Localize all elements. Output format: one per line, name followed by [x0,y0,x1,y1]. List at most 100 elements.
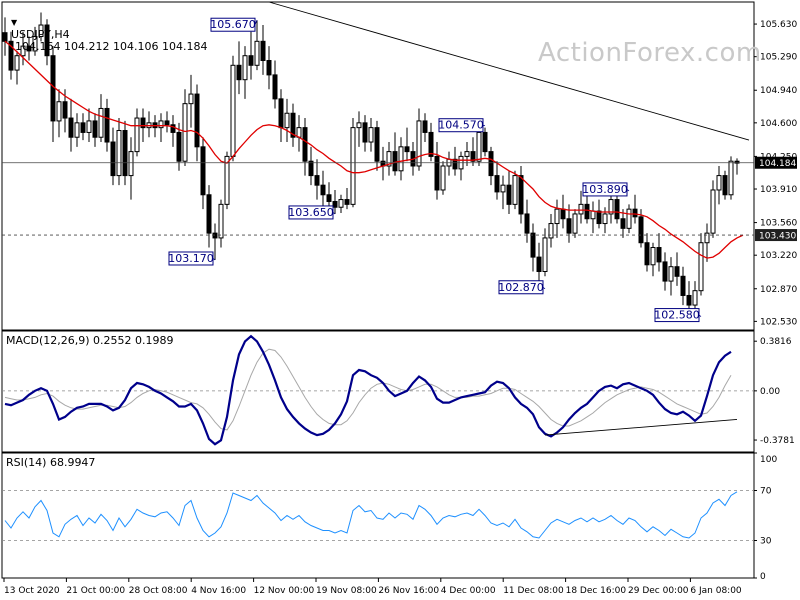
candle-body [290,112,296,138]
candle-body [638,216,644,244]
candle-body [602,213,608,225]
candle-body [62,101,68,119]
candle-body [224,155,230,205]
candle-body [230,64,236,157]
callout-label: 103.890 [582,183,628,196]
macd-y-tick-label: 0.3816 [760,337,792,347]
symbol-header: ▼ USDJPY,H4 104.164 104.212 104.106 104.… [4,4,207,53]
candle-body [464,151,470,157]
candle-body [560,208,566,220]
candle-body [374,127,380,162]
price-callout: 102.870 [498,280,546,295]
candle-body [518,175,524,215]
candle-body [188,93,194,105]
macd-signal-line [4,348,732,431]
x-tick-label: 21 Oct 00:00 [66,586,125,596]
rsi-frame [1,452,755,579]
candle-body [530,232,536,258]
candle-body [668,266,674,282]
candle-body [626,208,632,229]
price-overlays: 105.670 103.170 103.650 104.570 102.870 103.8… [2,1,754,323]
candle-body [254,40,260,66]
callout-box [288,205,334,220]
candle-body [86,120,92,133]
price-y-tick-label: 103.560 [760,219,797,229]
price-frame [1,1,755,331]
symbol-label: USDJPY,H4 [11,28,70,41]
callout-box [210,17,256,32]
x-tick-label: 11 Dec 08:00 [503,586,564,596]
level-tag-box [755,229,797,242]
macd-trendline [544,419,738,436]
ohlc-values: 104.164 104.212 104.106 104.184 [15,40,208,53]
candle-body [686,294,692,306]
candle-body [392,151,398,172]
candle-body [680,275,686,296]
x-tick-label: 4 Nov 16:00 [191,586,246,596]
candle-body [416,120,422,167]
axes: 105.630105.290104.940104.600104.250103.9… [3,20,797,596]
candle-body [26,45,32,52]
candle-body [428,131,434,157]
candle-body [368,127,374,143]
panel-frames [1,1,755,579]
x-tick-label: 19 Nov 08:00 [316,586,377,596]
candle-body [494,175,500,193]
macd-label: MACD(12,26,9) 0.2552 0.1989 [6,334,174,347]
candle-body [170,124,176,133]
macd-y-tick-label: -0.3781 [760,436,795,446]
candle-body [74,122,80,138]
rsi-y-tick-label: 70 [760,487,772,497]
price-callout: 104.570 [438,118,486,133]
price-y-tick-label: 103.220 [760,251,797,261]
candle-body [332,200,338,208]
candle-body [710,189,716,234]
callout-box [438,118,484,133]
candle-body [356,122,362,129]
rsi-y-tick-label: 30 [760,537,772,547]
candle-body [662,261,668,282]
candle-body [542,237,548,272]
candle-body [20,45,26,57]
candle-body [716,175,722,191]
candle-body [314,175,320,186]
level-tag-box [755,156,797,169]
candle-body [44,24,50,57]
candle-body [302,127,308,162]
candle-body [362,122,368,143]
candle-body [80,122,86,133]
callout-label: 104.570 [438,119,484,132]
price-y-tick-label: 102.530 [760,317,797,327]
candle-body [68,117,74,138]
candle-body [398,146,404,172]
watermark: ActionForex.com [538,38,762,68]
candle-body [632,208,638,218]
candle-body [482,131,488,153]
candle-body [536,256,542,272]
x-tick-label: 13 Oct 2020 [4,586,60,596]
candle-body [278,98,284,129]
level-tag: 104.184 [755,156,797,169]
rsi-y-tick-label: 100 [760,455,777,465]
candle-body [476,131,482,162]
candle-body [506,184,512,205]
moving-average-series [4,40,744,259]
price-y-tick-label: 104.940 [760,86,797,96]
callout-label: 105.670 [210,18,256,31]
candle-body [164,120,170,126]
collapse-triangle-icon[interactable]: ▼ [11,18,18,27]
candle-body [590,210,596,220]
candle-body [596,210,602,225]
candle-body [644,242,650,266]
x-tick-label: 12 Nov 00:00 [254,586,315,596]
candle-body [524,213,530,234]
candle-body [704,232,710,244]
candle-body [470,151,476,162]
candle-body [674,266,680,277]
price-y-tick-label: 105.630 [760,20,797,30]
x-tick-label: 26 Nov 16:00 [378,586,439,596]
macd-line [4,334,732,446]
callout-label: 103.170 [168,252,214,265]
x-tick-label: 6 Jan 08:00 [690,586,742,596]
